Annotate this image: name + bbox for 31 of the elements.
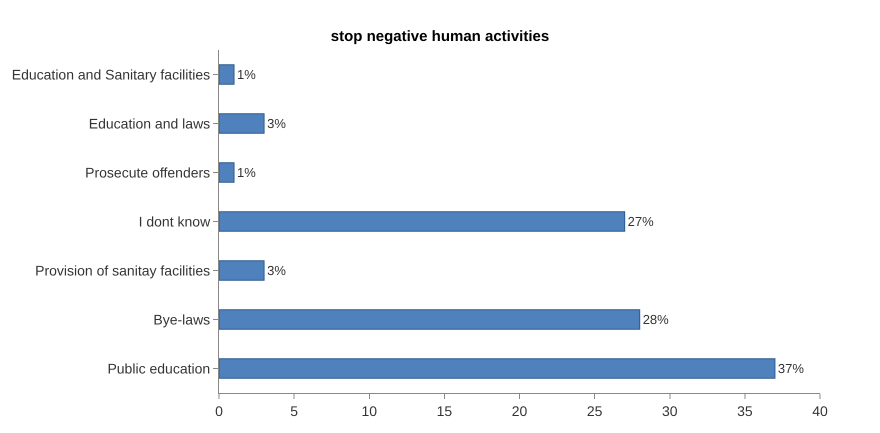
y-tick-label: Education and Sanitary facilities bbox=[12, 66, 210, 82]
data-label: 28% bbox=[642, 312, 670, 327]
y-tick-label: Prosecute offenders bbox=[85, 164, 210, 180]
bar bbox=[219, 358, 776, 379]
y-tick-label: Education and laws bbox=[88, 115, 210, 132]
x-tick-label: 30 bbox=[662, 402, 678, 419]
data-label: 1% bbox=[237, 165, 256, 180]
data-label: 3% bbox=[267, 116, 286, 131]
data-label: 37% bbox=[778, 361, 804, 376]
bar bbox=[219, 64, 235, 85]
x-tick-label: 0 bbox=[215, 402, 224, 419]
bar bbox=[219, 211, 626, 232]
x-tick-label: 15 bbox=[436, 402, 452, 419]
bar bbox=[219, 113, 265, 134]
x-tick-label: 5 bbox=[290, 402, 298, 419]
y-tick-label: I dont know bbox=[138, 213, 212, 230]
x-tick-label: 25 bbox=[586, 402, 603, 419]
x-tick-label: 35 bbox=[737, 402, 753, 419]
y-tick-label: Provision of sanitay facilities bbox=[35, 262, 210, 278]
data-label: 27% bbox=[628, 214, 654, 229]
chart-title: stop negative human activities bbox=[330, 28, 550, 45]
x-tick-label: 10 bbox=[361, 402, 378, 419]
y-tick-label: Public education bbox=[107, 360, 210, 376]
x-tick-label: 40 bbox=[812, 402, 828, 419]
y-tick-label: Bye-laws bbox=[153, 311, 210, 328]
data-label: 3% bbox=[267, 263, 286, 278]
data-label: 1% bbox=[237, 67, 256, 82]
bar bbox=[219, 162, 235, 183]
bar bbox=[219, 260, 265, 281]
bar bbox=[219, 309, 640, 330]
x-tick-label: 20 bbox=[512, 402, 528, 419]
